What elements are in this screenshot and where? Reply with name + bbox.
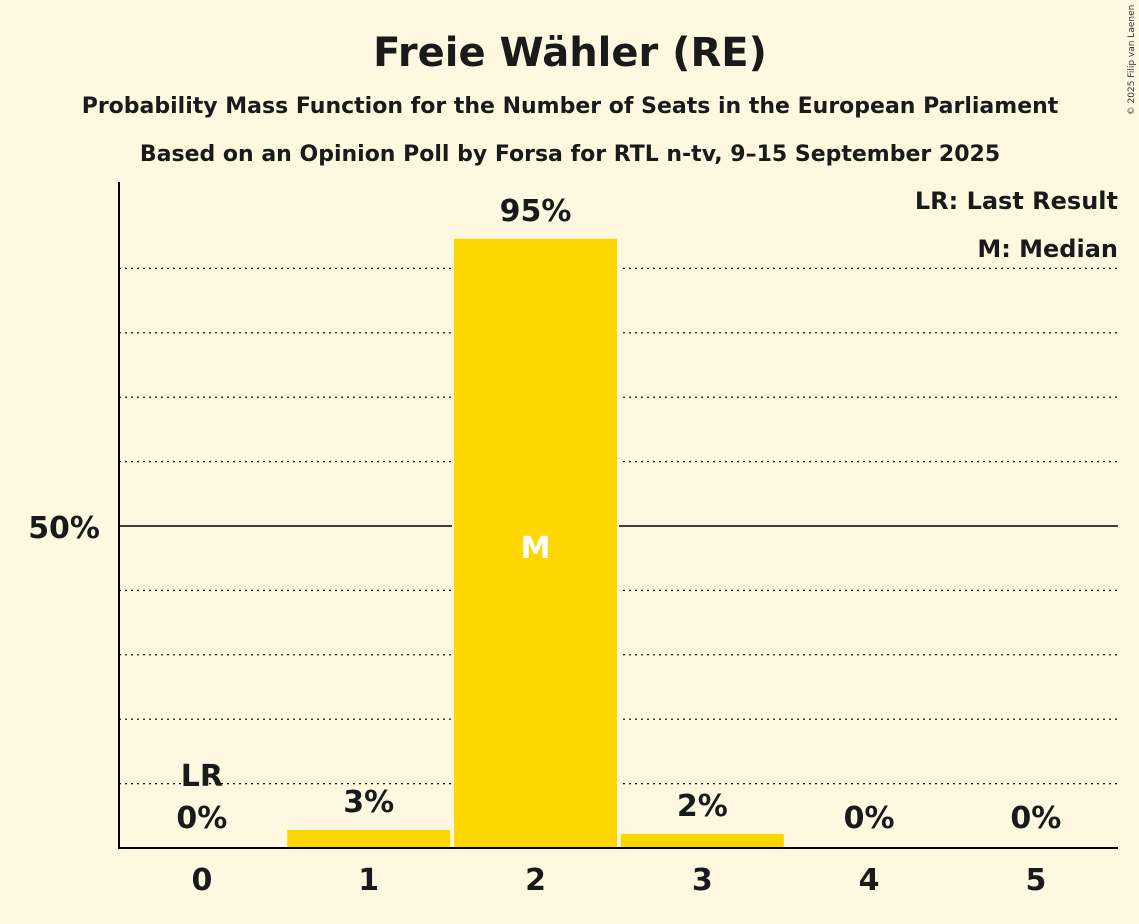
bar — [454, 238, 617, 848]
x-tick-label: 5 — [1025, 863, 1046, 898]
chart-subtitle-2: Based on an Opinion Poll by Forsa for RT… — [140, 142, 1000, 167]
value-label: 0% — [844, 801, 895, 836]
value-label: 3% — [343, 785, 394, 820]
x-tick-label: 1 — [358, 863, 379, 898]
median-marker: M — [521, 531, 551, 566]
copyright: © 2025 Filip van Laenen — [1127, 5, 1137, 116]
value-label: 2% — [677, 789, 728, 824]
value-label: 0% — [1010, 801, 1061, 836]
labels: 0 0% LR 1 3% 2 95% M 3 2% 4 0% 5 0% — [176, 194, 1061, 898]
value-label: 0% — [176, 801, 227, 836]
x-tick-label: 3 — [692, 863, 713, 898]
bar — [287, 829, 451, 848]
x-tick-label: 4 — [859, 863, 880, 898]
chart-title: Freie Wähler (RE) — [373, 30, 767, 76]
last-result-marker: LR — [181, 759, 223, 794]
value-label: 95% — [500, 194, 572, 229]
legend-median: M: Median — [977, 235, 1118, 263]
bar — [620, 833, 784, 848]
bars — [285, 236, 786, 848]
y-tick-label-50: 50% — [28, 511, 100, 546]
chart-subtitle: Probability Mass Function for the Number… — [82, 94, 1059, 119]
x-tick-label: 0 — [191, 863, 212, 898]
legend-last-result: LR: Last Result — [915, 187, 1118, 215]
x-tick-label: 2 — [525, 863, 546, 898]
